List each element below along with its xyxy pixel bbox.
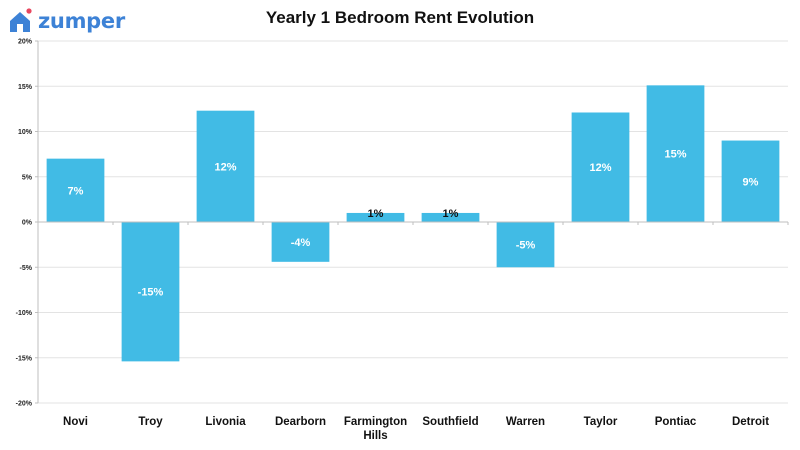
data-label: 1% [443,208,459,220]
y-tick-label: -5% [20,265,33,272]
x-tick-label-line: Hills [363,430,387,442]
labels: -20% -15% -10% -5% 0% 5% 10% 15% 20% 7% Novi -15% Tr… [16,39,770,443]
bars [46,85,780,362]
bar [46,158,105,222]
bar [421,212,480,222]
data-label: 15% [664,149,686,161]
y-tick-label: -15% [16,355,33,362]
x-tick-label: Detroit [732,416,769,428]
data-label: 1% [368,208,384,220]
y-tick-label: 5% [22,174,33,181]
x-tick-label: Troy [138,416,163,428]
y-tick-label: 20% [18,39,33,46]
y-tick-label: 10% [18,129,33,136]
bar [121,222,180,362]
x-tick-label: Dearborn [275,416,326,428]
bar [721,140,780,222]
x-tick-label: Novi [63,416,88,428]
x-tick-label-line: Farmington [344,416,407,428]
y-tick-label: 15% [18,84,33,91]
y-tick-label: -20% [16,401,33,408]
bar [196,110,255,222]
logo-text: zumper [38,9,125,33]
axes [35,40,789,404]
chart-title: Yearly 1 Bedroom Rent Evolution [265,8,535,27]
data-label: -15% [138,287,164,299]
y-tick-label: 0% [22,220,33,227]
data-label: 9% [743,176,759,188]
y-tick-label: -10% [16,310,33,317]
x-tick-label: Warren [506,416,545,428]
bar [646,85,705,222]
zumper-logo: zumper [6,6,125,36]
x-tick-label: Farmington Hills [344,416,407,442]
x-tick-label: Southfield [422,416,478,428]
bar [571,112,630,222]
data-label: 7% [68,185,84,197]
x-tick-label: Livonia [205,416,246,428]
data-label: 12% [214,161,236,173]
data-label: -5% [516,240,536,252]
bar [346,212,405,222]
x-tick-label: Taylor [584,416,618,428]
data-label: 12% [589,162,611,174]
data-label: -4% [291,237,311,249]
x-tick-label: Pontiac [655,416,697,428]
bar [496,222,555,268]
house-icon [10,8,32,32]
bar [271,222,330,262]
